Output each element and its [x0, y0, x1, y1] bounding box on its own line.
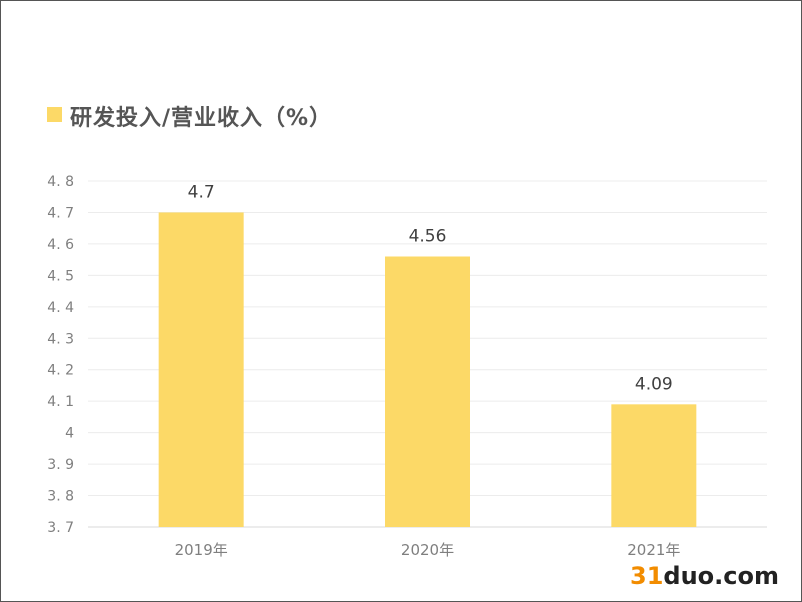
- y-tick-label: 3. 7: [47, 520, 74, 536]
- y-tick-label: 3. 9: [47, 457, 74, 473]
- y-tick-label: 4. 3: [47, 331, 74, 347]
- y-tick-label: 4. 2: [47, 363, 74, 379]
- legend-swatch: [47, 107, 62, 122]
- y-tick-label: 4. 1: [47, 394, 74, 410]
- bar: [158, 212, 244, 528]
- data-label: 4.7: [188, 182, 215, 202]
- y-tick-label: 4. 7: [47, 205, 74, 221]
- y-tick-label: 4. 4: [47, 300, 74, 316]
- watermark-logo: 31duo.com: [630, 562, 779, 590]
- bar: [385, 256, 470, 527]
- chart-title: 研发投入/营业收入（%）: [70, 106, 333, 131]
- watermark-text: duo.com: [663, 562, 779, 590]
- y-tick-label: 4. 6: [47, 237, 74, 253]
- bar: [611, 404, 697, 527]
- data-label: 4.09: [635, 374, 673, 394]
- watermark-number: 31: [630, 562, 664, 590]
- data-label: 4.56: [409, 226, 447, 246]
- x-tick-label: 2020年: [401, 541, 454, 559]
- x-tick-label: 2019年: [175, 541, 228, 559]
- y-tick-label: 4. 8: [47, 174, 74, 190]
- x-tick-label: 2021年: [627, 541, 680, 559]
- y-tick-label: 3. 8: [47, 489, 74, 505]
- y-tick-label: 4. 5: [47, 268, 74, 284]
- y-tick-label: 4: [65, 426, 74, 442]
